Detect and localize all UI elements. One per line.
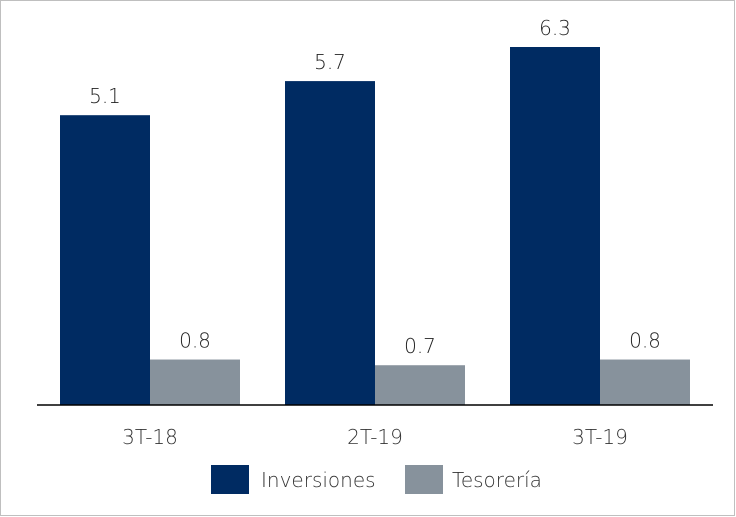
bar-inversiones-0	[60, 115, 150, 405]
bar-tesoreria-2	[600, 359, 690, 405]
data-label-tesoreria-0: 0.8	[179, 329, 211, 353]
data-label-inversiones-0: 5.1	[89, 84, 121, 108]
bar-tesoreria-1	[375, 365, 465, 405]
bar-inversiones-2	[510, 47, 600, 405]
bars-layer	[60, 47, 690, 405]
legend-swatch-inversiones	[211, 465, 249, 494]
bar-tesoreria-0	[150, 359, 240, 405]
x-tick-label-1: 2T-19	[347, 425, 403, 449]
data-label-tesoreria-2: 0.8	[629, 329, 661, 353]
data-label-inversiones-1: 5.7	[314, 50, 346, 74]
legend: Inversiones Tesorería	[211, 465, 542, 494]
legend-label-inversiones: Inversiones	[261, 468, 376, 492]
x-tick-label-2: 3T-19	[572, 425, 628, 449]
legend-swatch-tesoreria	[405, 465, 443, 494]
x-tick-label-0: 3T-18	[122, 425, 178, 449]
bar-inversiones-1	[285, 81, 375, 405]
ticks-layer: 3T-18 2T-19 3T-19	[122, 425, 628, 449]
labels-layer: 5.1 0.8 5.7 0.7 6.3 0.8	[89, 16, 661, 358]
data-label-tesoreria-1: 0.7	[404, 334, 436, 358]
data-label-inversiones-2: 6.3	[539, 16, 571, 40]
legend-label-tesoreria: Tesorería	[452, 468, 542, 492]
